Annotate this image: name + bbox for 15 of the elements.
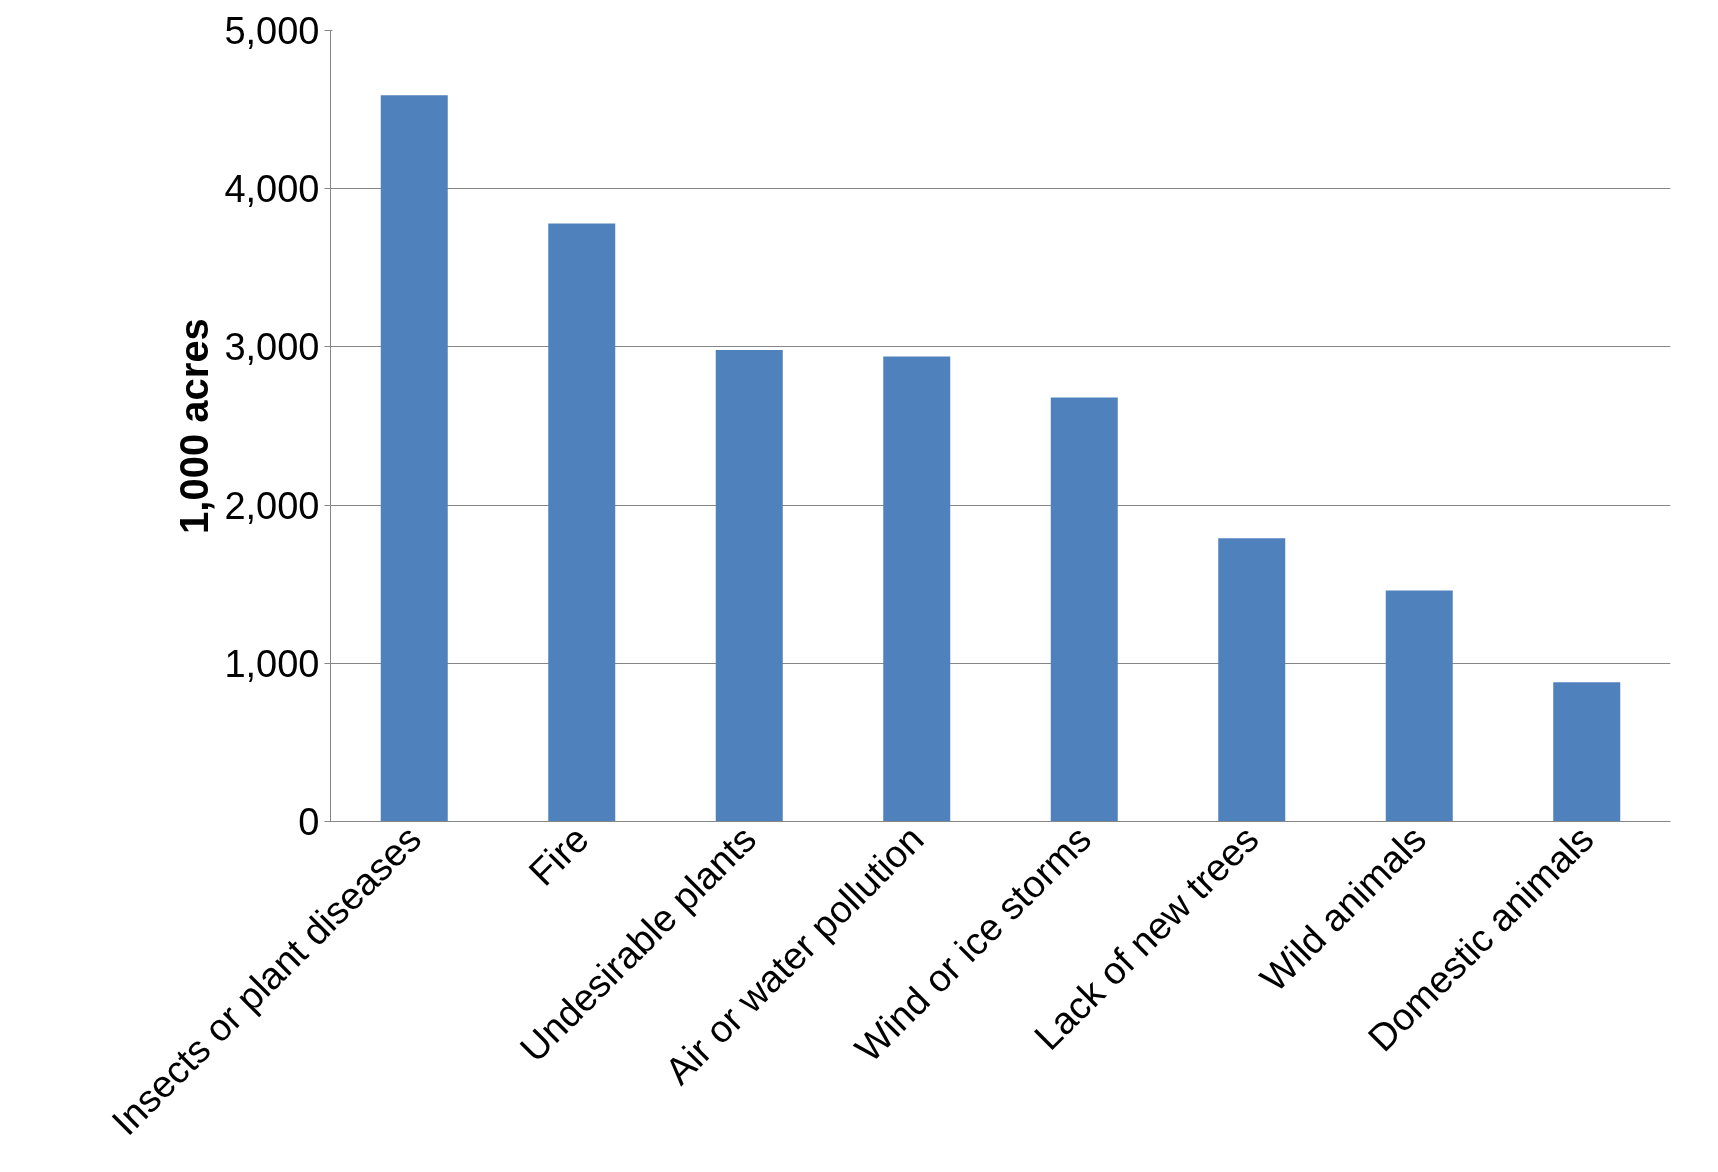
bar <box>1050 397 1118 822</box>
bar <box>883 356 951 822</box>
bar <box>715 350 783 822</box>
bar <box>380 95 448 822</box>
bar <box>1385 590 1453 822</box>
y-tick-label: 4,000 <box>224 168 320 211</box>
y-tick-label: 3,000 <box>224 326 320 369</box>
x-tick-label: Fire <box>520 817 597 894</box>
y-tick-label: 2,000 <box>224 484 320 527</box>
bar <box>1553 682 1621 822</box>
bar <box>548 223 616 822</box>
y-tick-label: 1,000 <box>224 642 320 685</box>
y-tick-label: 5,000 <box>224 10 320 52</box>
y-axis-title: 1,000 acres <box>172 318 217 534</box>
bar <box>1218 538 1286 822</box>
